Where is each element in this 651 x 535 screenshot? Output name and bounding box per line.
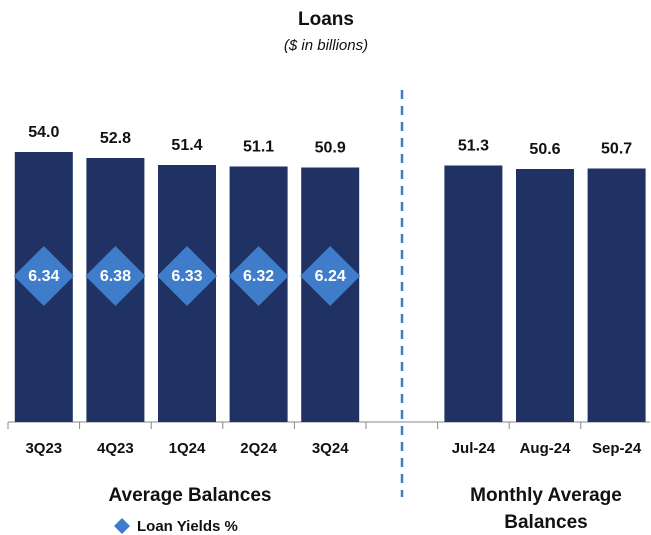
data-label: 52.8 <box>100 130 131 147</box>
group-label: Monthly Average Balances <box>470 485 622 533</box>
data-label: 50.9 <box>315 140 346 157</box>
x-tick-label: 2Q24 <box>240 440 277 457</box>
x-tick-label: Jul-24 <box>452 440 496 457</box>
legend-marker <box>114 518 130 534</box>
yield-marker <box>300 246 361 306</box>
bar <box>516 169 574 422</box>
data-label: 50.7 <box>601 141 632 158</box>
yield-marker <box>228 246 289 306</box>
data-label: 51.3 <box>458 138 489 155</box>
x-tick-label: 3Q23 <box>25 440 62 457</box>
yield-marker <box>85 246 146 306</box>
legend-label: Loan Yields % <box>137 518 238 535</box>
x-tick-label: Sep-24 <box>592 440 642 457</box>
group-label: Average Balances <box>108 485 272 506</box>
bar <box>444 165 503 422</box>
chart-title: Loans <box>298 9 354 30</box>
yield-label: 6.33 <box>171 268 202 285</box>
bar <box>587 168 646 422</box>
yield-label: 6.32 <box>243 268 274 285</box>
x-tick-label: 1Q24 <box>169 440 206 457</box>
yield-label: 6.34 <box>28 268 59 285</box>
yield-label: 6.38 <box>100 268 131 285</box>
data-label: 54.0 <box>28 124 59 141</box>
data-label: 50.6 <box>529 141 560 158</box>
x-tick-label: Aug-24 <box>520 440 571 457</box>
chart-subtitle: ($ in billions) <box>284 37 368 54</box>
x-tick-label: 3Q24 <box>312 440 349 457</box>
yield-label: 6.24 <box>315 268 346 285</box>
data-label: 51.1 <box>243 139 274 156</box>
yield-marker <box>157 246 217 306</box>
data-label: 51.4 <box>171 137 202 154</box>
x-tick-label: 4Q23 <box>97 440 134 457</box>
yield-marker <box>13 246 74 306</box>
